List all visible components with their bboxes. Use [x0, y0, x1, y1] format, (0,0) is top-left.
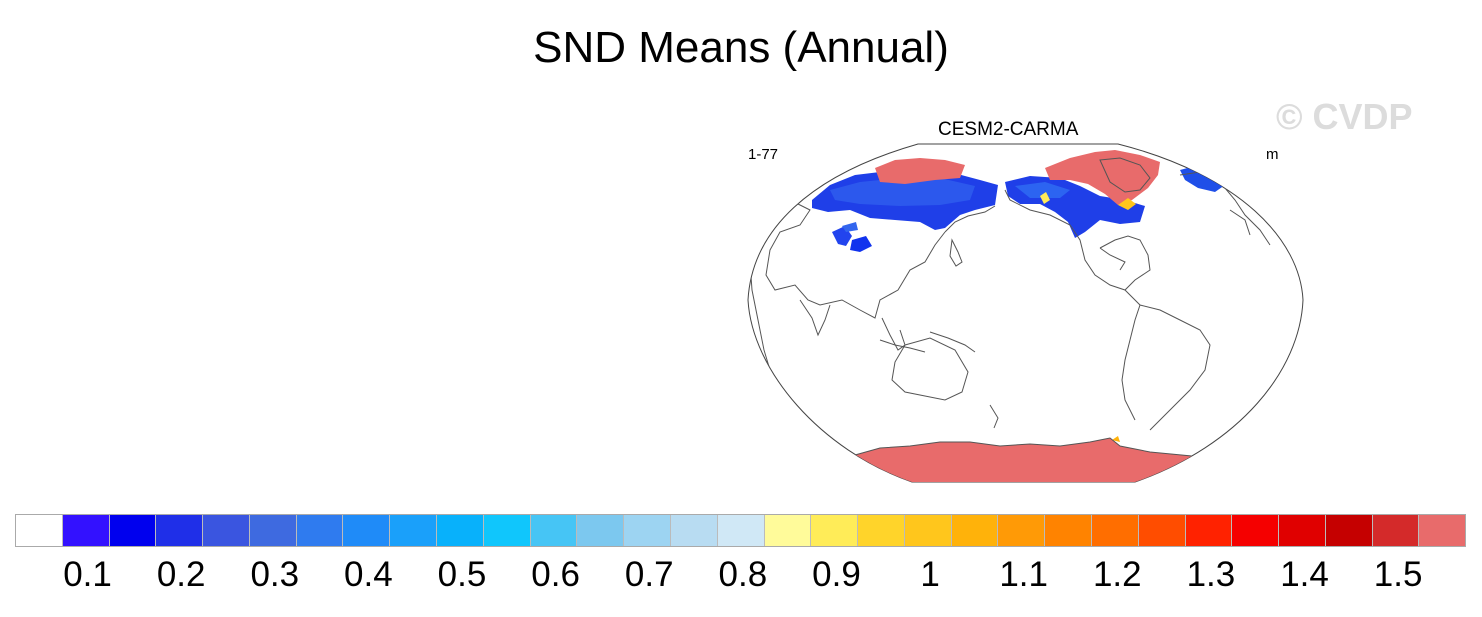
colorbar-box [670, 515, 718, 546]
colorbar-box [62, 515, 110, 546]
colorbar-box [483, 515, 531, 546]
colorbar-label: 0.4 [344, 555, 393, 594]
colorbar-label: 0.2 [156, 555, 206, 594]
colorbar-label: 1.1 [999, 555, 1048, 594]
colorbar-label: 1 [920, 555, 940, 594]
coastlines [749, 157, 1271, 457]
figure-title: SND Means (Annual) [533, 23, 949, 72]
colorbar-box [296, 515, 344, 546]
colorbar-label: 1.4 [1280, 555, 1329, 594]
colorbar-box [1279, 515, 1326, 546]
cvdp-watermark: © CVDP [1276, 96, 1413, 137]
colorbar-labels: 0.1 0.2 0.3 0.4 0.5 0.6 0.7 0.8 0.9 1 1.1 1.2 1.3 1.4… [0, 555, 1482, 595]
colorbar-box [624, 515, 671, 546]
colorbar-box [16, 515, 63, 546]
colorbar-box [904, 515, 952, 546]
world-map [747, 143, 1304, 483]
colorbar-box [1372, 515, 1420, 546]
colorbar-label: 0.8 [718, 555, 768, 594]
colorbar-label: 1.3 [1186, 555, 1236, 594]
colorbar-box [577, 515, 625, 546]
colorbar-box [1419, 515, 1466, 546]
colorbar-box [390, 515, 438, 546]
colorbar-box [1138, 515, 1186, 546]
colorbar-box [437, 515, 484, 546]
panel-units-label: m [1266, 146, 1279, 163]
colorbar-box [764, 515, 812, 546]
colorbar-box [998, 515, 1046, 546]
colorbar-label: 1.5 [1373, 555, 1423, 594]
panel-title: CESM2-CARMA [938, 119, 1079, 140]
colorbar-box [951, 515, 999, 546]
colorbar [15, 514, 1466, 547]
colorbar-box [1045, 515, 1092, 546]
colorbar-box [156, 515, 204, 546]
colorbar-box [858, 515, 905, 546]
colorbar-box [811, 515, 859, 546]
colorbar-label: 1.2 [1092, 555, 1142, 594]
colorbar-label: 0.1 [63, 555, 112, 594]
colorbar-box [717, 515, 765, 546]
panel-left-label: 1-77 [748, 146, 779, 163]
colorbar-box [1325, 515, 1373, 546]
colorbar-box [203, 515, 250, 546]
colorbar-label: 0.9 [812, 555, 861, 594]
colorbar-label: 0.7 [624, 555, 674, 594]
colorbar-box [1232, 515, 1280, 546]
colorbar-box [1091, 515, 1139, 546]
colorbar-box [249, 515, 297, 546]
colorbar-label: 0.3 [250, 555, 300, 594]
colorbar-box [343, 515, 391, 546]
colorbar-box [109, 515, 157, 546]
colorbar-box [1185, 515, 1233, 546]
colorbar-label: 0.6 [531, 555, 580, 594]
colorbar-label: 0.5 [437, 555, 487, 594]
colorbar-box [530, 515, 578, 546]
